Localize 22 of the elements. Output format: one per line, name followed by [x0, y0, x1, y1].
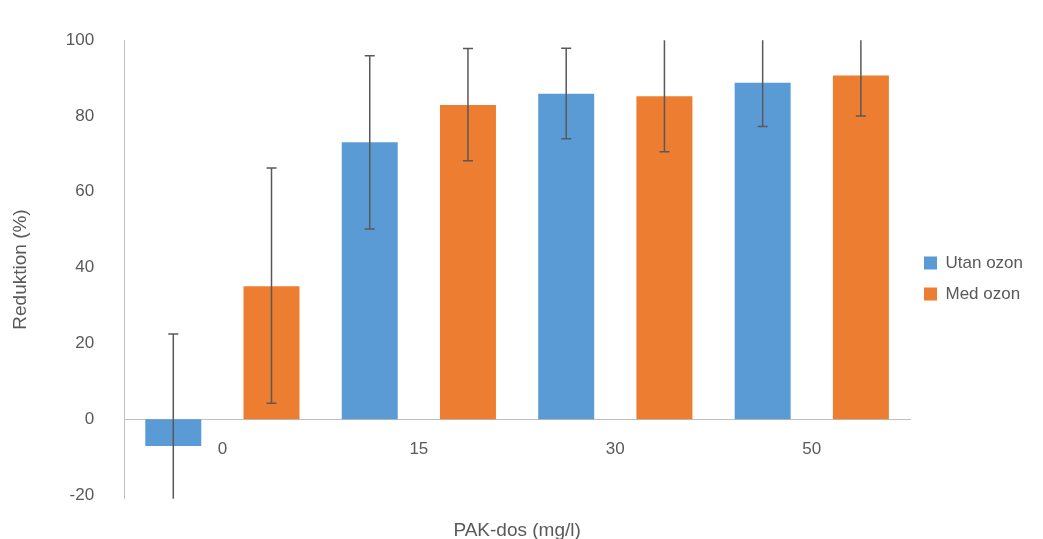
y-tick-label: 100 [65, 29, 95, 49]
x-tick-label: 30 [605, 439, 625, 459]
bar [636, 96, 693, 420]
x-tick-label: 15 [409, 439, 429, 459]
y-tick-label: 20 [75, 333, 95, 353]
y-tick-label: 60 [75, 181, 95, 201]
y-tick-label: 80 [75, 105, 95, 125]
bar [832, 75, 889, 420]
bar [145, 419, 202, 447]
bar [439, 105, 496, 420]
bar [243, 286, 300, 420]
y-axis-title: Reduktion (%) [8, 209, 30, 330]
bar [734, 82, 791, 420]
legend-label: Med ozon [945, 283, 1021, 303]
bar [341, 142, 398, 420]
y-tick-label: -20 [69, 484, 95, 504]
x-tick-label: 50 [802, 439, 822, 459]
x-tick-label: 0 [217, 439, 228, 459]
bar [538, 93, 595, 420]
legend-label: Utan ozon [945, 252, 1023, 272]
y-tick-label: 40 [75, 257, 95, 277]
y-tick-label: 0 [84, 408, 95, 428]
